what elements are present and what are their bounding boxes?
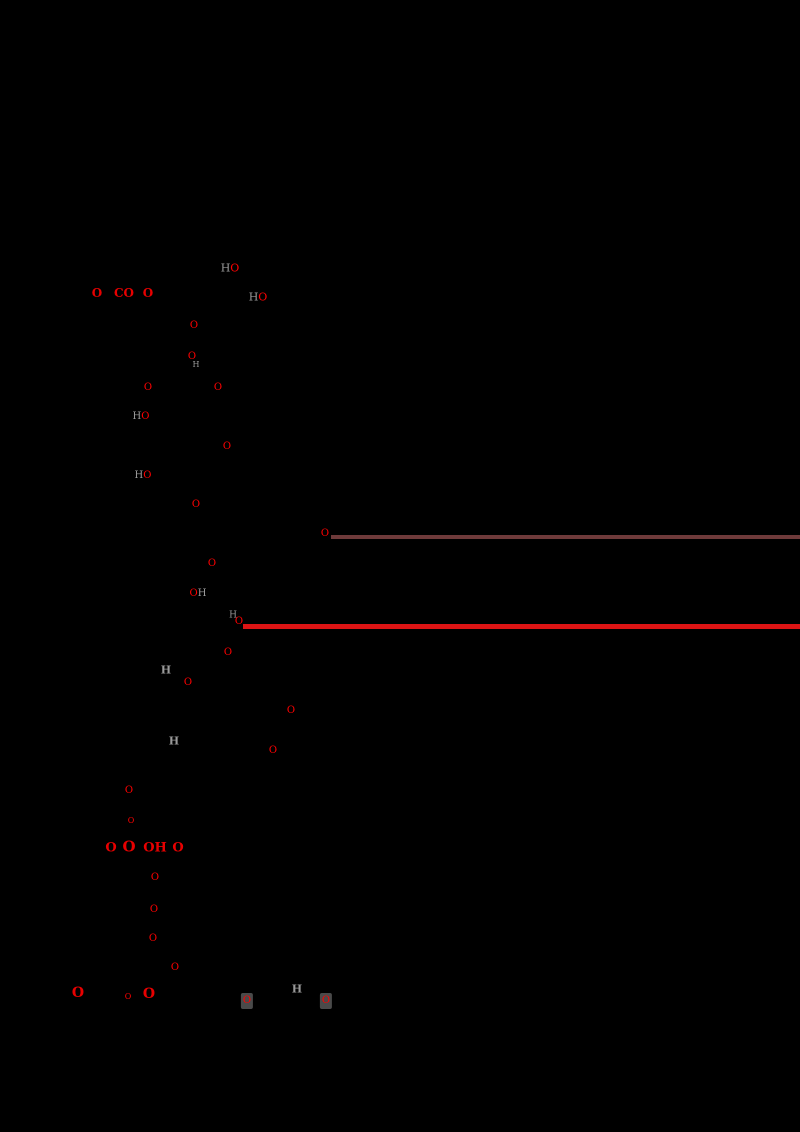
atom-text: O: [141, 411, 150, 422]
atom-text: O: [242, 995, 252, 1006]
label-O: O: [72, 986, 84, 1000]
atom-text: O: [143, 382, 153, 393]
label-O: O: [287, 706, 295, 716]
atom-text: H: [248, 290, 259, 304]
label-H: H: [229, 610, 237, 621]
label-O: O: [223, 442, 231, 452]
label-H: H: [161, 665, 171, 676]
label-OH: OH: [143, 842, 167, 855]
atom-text: O: [170, 962, 180, 973]
atom-text: O: [191, 499, 201, 510]
atom-text: O: [105, 840, 117, 856]
atom-text: O: [183, 677, 193, 688]
label-O: O: [125, 786, 133, 796]
atom-text: O: [172, 840, 184, 856]
atom-text: H: [220, 261, 231, 275]
atom-text: H: [291, 982, 303, 996]
label-HO: HO: [133, 412, 150, 422]
atom-text: O: [187, 351, 197, 362]
label-HO: HO: [249, 292, 268, 303]
atom-text: O: [223, 647, 233, 658]
label-O: O: [151, 873, 159, 883]
label-OH: OH: [190, 589, 207, 599]
atom-text: H: [192, 360, 200, 369]
atom-text: O: [124, 785, 134, 796]
label-O: O: [143, 987, 155, 1001]
label-O: O: [269, 746, 277, 756]
label-O: O: [224, 648, 232, 658]
atom-text: O: [213, 382, 223, 393]
label-HO: HO: [135, 471, 152, 481]
label-H: H: [193, 361, 200, 369]
atom-text: O: [258, 290, 268, 304]
label-H: H: [292, 984, 302, 995]
label-O: O: [122, 837, 136, 856]
atom-text: O: [124, 992, 132, 1001]
atom-text: O: [189, 320, 199, 331]
atom-text: O: [189, 588, 198, 599]
atom-text: CO: [113, 286, 135, 300]
atom-text: H: [134, 470, 144, 481]
label-O: O: [105, 842, 116, 855]
atom-text: O: [127, 816, 135, 825]
label-O: O: [184, 678, 192, 688]
atom-text: O: [230, 261, 240, 275]
atom-text: O: [286, 705, 296, 716]
label-O: O: [214, 383, 222, 393]
atom-text: O: [142, 286, 154, 300]
atom-text: O: [222, 441, 232, 452]
atom-text: O: [320, 528, 330, 539]
atom-text: O: [91, 286, 103, 300]
label-O: O: [172, 842, 183, 855]
label-HO: HO: [221, 263, 240, 274]
reaction-underline-dark-red: [331, 535, 800, 539]
atom-text: O: [321, 995, 331, 1006]
label-O: O: [149, 934, 157, 944]
atom-text: O: [122, 837, 136, 856]
atom-text: H: [160, 663, 172, 677]
atom-text: O: [150, 872, 160, 883]
atom-text: O: [148, 933, 158, 944]
label-H: H: [169, 736, 179, 747]
atom-text: H: [229, 610, 237, 621]
label-O: O: [125, 993, 132, 1001]
label-O: O: [190, 321, 198, 331]
label-O: O: [150, 905, 158, 915]
atom-text: O: [149, 904, 159, 915]
label-O: O: [92, 287, 102, 299]
atom-text: O: [234, 616, 244, 627]
atom-text: H: [168, 734, 180, 748]
atom-text: H: [132, 411, 142, 422]
label-O: O: [208, 559, 216, 569]
atom-text: O: [207, 558, 217, 569]
atom-text: O: [143, 470, 152, 481]
label-O: O: [144, 383, 152, 393]
atom-text: O: [142, 986, 156, 1002]
label-O: O: [128, 817, 135, 825]
atom-text: O: [71, 985, 85, 1001]
label-O: O: [319, 993, 333, 1009]
atom-text: H: [197, 588, 207, 599]
reaction-underline-bright-red: [243, 624, 800, 629]
label-CO: CO: [114, 287, 134, 299]
label-O: O: [321, 529, 329, 539]
label-O: O: [235, 617, 243, 627]
atom-text: OH: [143, 840, 167, 856]
label-O: O: [240, 993, 254, 1009]
label-O: O: [188, 352, 196, 362]
atom-text: O: [268, 745, 278, 756]
label-O: O: [143, 287, 153, 299]
label-O: O: [192, 500, 200, 510]
label-O: O: [171, 963, 179, 973]
